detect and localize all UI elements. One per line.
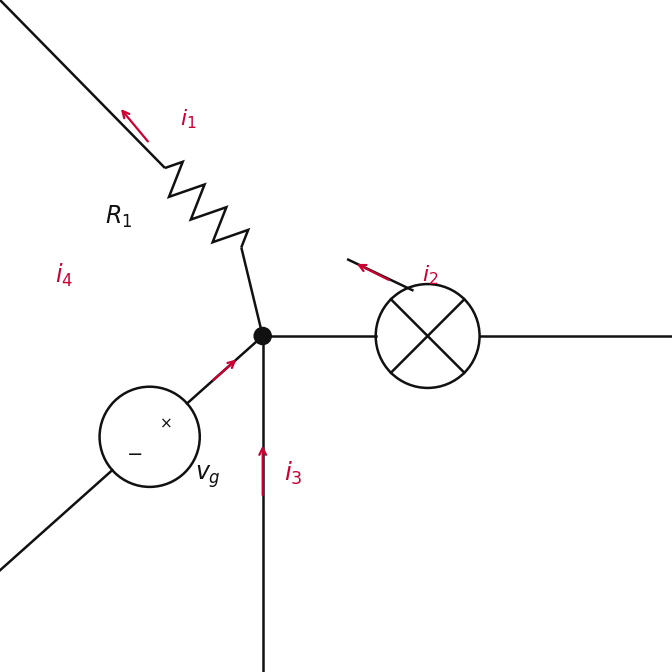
Text: $\times$: $\times$ bbox=[159, 416, 171, 431]
Circle shape bbox=[254, 327, 271, 345]
Text: $v_g$: $v_g$ bbox=[196, 463, 221, 490]
Text: $\mathit{i}_4$: $\mathit{i}_4$ bbox=[55, 261, 73, 288]
Text: $-$: $-$ bbox=[126, 443, 142, 462]
Text: $R_1$: $R_1$ bbox=[106, 204, 133, 230]
Text: $\mathit{i}_3$: $\mathit{i}_3$ bbox=[284, 460, 303, 487]
Text: $\mathit{i}_1$: $\mathit{i}_1$ bbox=[180, 108, 197, 131]
Text: $\mathit{i}_2$: $\mathit{i}_2$ bbox=[421, 263, 438, 287]
